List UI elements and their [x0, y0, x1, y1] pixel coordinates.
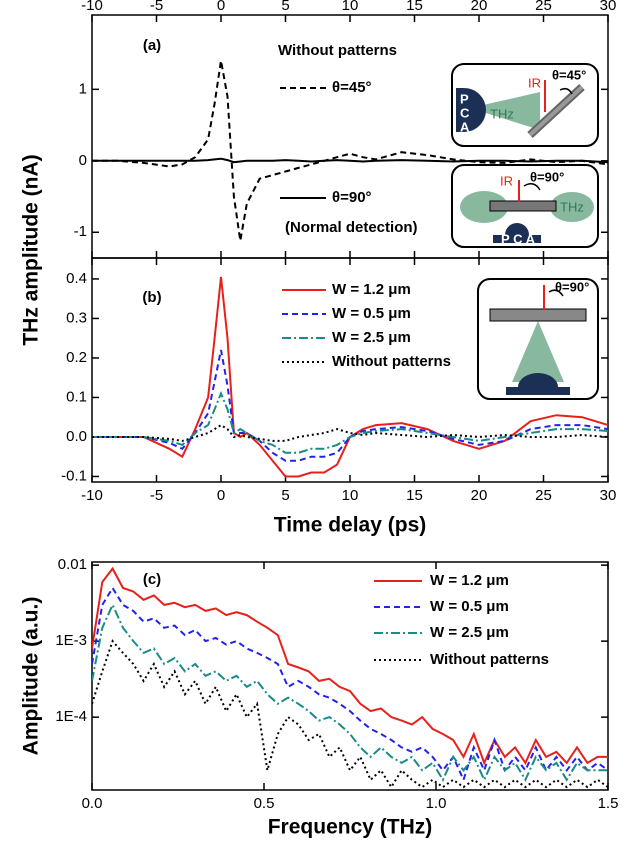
series-group — [92, 60, 608, 241]
inset-text: θ=90° — [555, 279, 589, 294]
plot-layer: -101-10 -5 0 5 10 15 20 25 30θ=45°θ=90°-0.10.00.… — [55, 0, 618, 812]
data-line — [92, 390, 608, 454]
x-tick-label: -5 — [150, 0, 163, 14]
data-line — [92, 639, 608, 790]
data-line — [92, 586, 608, 783]
inset-text: IR — [528, 75, 541, 90]
series-group — [92, 276, 608, 478]
x-tick-label: 20 — [471, 487, 488, 504]
x-axis-title: Frequency (THz) — [268, 816, 433, 839]
y-tick-label: -1 — [74, 223, 87, 240]
legend-heading: Without patterns — [278, 42, 397, 59]
x-tick-label: 20 — [471, 0, 488, 14]
legend-label: θ=90° — [332, 189, 372, 206]
y-axis-title: Amplitude (a.u.) — [20, 597, 43, 756]
legend-label: W = 1.2 μm — [332, 281, 411, 298]
inset-a2: IR θ=90° THz P C A — [451, 164, 599, 248]
legend-label: W = 0.5 μm — [430, 598, 509, 615]
data-line — [92, 423, 608, 442]
legend-label: W = 2.5 μm — [332, 329, 411, 346]
x-tick-label: 0.0 — [82, 795, 103, 812]
x-tick-label: 25 — [535, 487, 552, 504]
x-tick-label: 1.5 — [598, 795, 619, 812]
x-tick-label: 0 — [217, 0, 225, 14]
data-line — [92, 157, 608, 164]
x-tick-label: 10 — [342, 0, 359, 14]
y-tick-label: 0.2 — [66, 349, 87, 366]
x-tick-label: 5 — [281, 487, 289, 504]
y-tick-label: 0.4 — [66, 270, 87, 287]
y-tick-label: 0 — [79, 152, 87, 169]
x-tick-label: 5 — [281, 0, 289, 14]
x-tick-label: -10 — [81, 0, 103, 14]
panel-label: (a) — [143, 37, 161, 54]
inset-text: P C A — [501, 231, 536, 246]
inset-text: A — [460, 119, 470, 134]
data-line — [92, 276, 608, 478]
y-tick-label: 0.0 — [66, 428, 87, 445]
inset-text: THz — [490, 106, 514, 121]
y-tick-label: 1 — [79, 80, 87, 97]
legend-label: W = 1.2 μm — [430, 572, 509, 589]
y-tick-label: 1E-3 — [55, 632, 87, 649]
y-tick-label: -0.1 — [61, 467, 87, 484]
x-tick-label: 30 — [600, 0, 617, 14]
x-tick-label: 0.5 — [254, 795, 275, 812]
legend-label: W = 0.5 μm — [332, 305, 411, 322]
x-tick-label: 1.0 — [426, 795, 447, 812]
x-tick-label: 25 — [535, 0, 552, 14]
legend-label: W = 2.5 μm — [430, 624, 509, 641]
series-group — [92, 566, 608, 790]
x-tick-label: 15 — [406, 0, 423, 14]
inset-text: θ=90° — [530, 169, 564, 184]
inset-b: θ=90° — [477, 278, 599, 400]
inset-a1: P C A THz IR θ=45° — [451, 63, 599, 147]
x-tick-label: 30 — [600, 487, 617, 504]
legend-label: Without patterns — [430, 651, 549, 668]
legend-note: (Normal detection) — [285, 219, 418, 236]
inset-text: IR — [500, 173, 513, 188]
x-tick-label: 15 — [406, 487, 423, 504]
panel-label: (b) — [142, 289, 161, 306]
inset-text: THz — [560, 199, 584, 214]
panel-label: (c) — [143, 571, 161, 588]
inset-text: θ=45° — [552, 67, 586, 82]
x-tick-label: 0 — [217, 487, 225, 504]
y-tick-label: 1E-4 — [55, 708, 87, 725]
data-line — [92, 349, 608, 462]
y-axis-title: THz amplitude (nA) — [20, 154, 43, 345]
x-axis-title: Time delay (ps) — [274, 514, 427, 537]
inset-text: P — [460, 91, 469, 106]
x-tick-label: -10 — [81, 487, 103, 504]
legend-label: Without patterns — [332, 353, 451, 370]
y-tick-label: 0.3 — [66, 309, 87, 326]
plot-frame — [91, 561, 609, 791]
y-tick-label: 0.01 — [58, 556, 87, 573]
x-tick-label: 10 — [342, 487, 359, 504]
legend-label: θ=45° — [332, 79, 372, 96]
x-tick-label: -5 — [150, 487, 163, 504]
y-tick-label: 0.1 — [66, 388, 87, 405]
inset-text: C — [460, 105, 470, 120]
data-line — [92, 566, 608, 766]
